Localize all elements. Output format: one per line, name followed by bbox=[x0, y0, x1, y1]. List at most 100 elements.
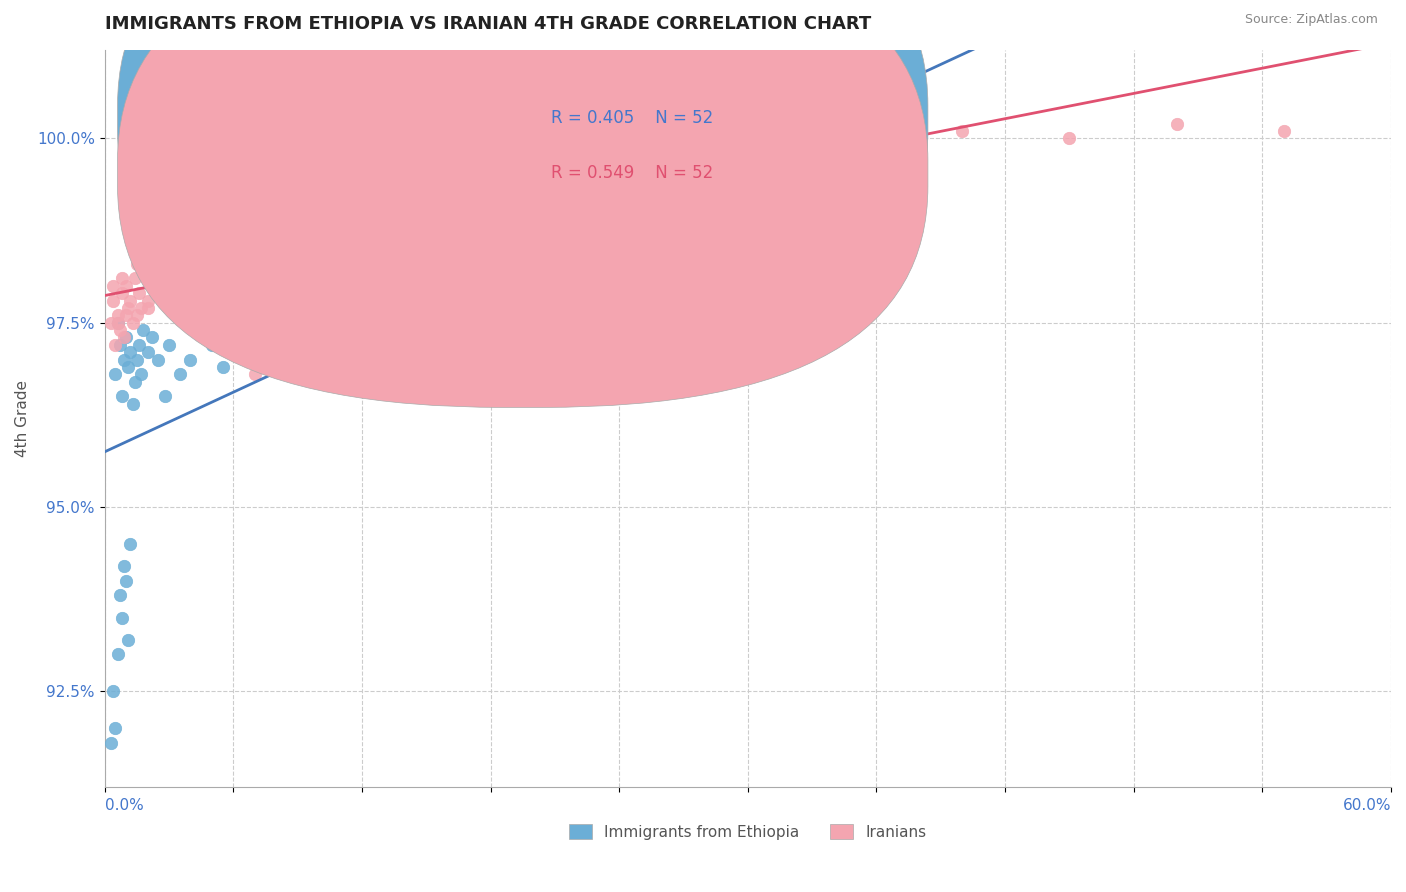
Point bbox=[630, 242, 652, 256]
Text: 60.0%: 60.0% bbox=[1343, 798, 1391, 814]
Point bbox=[136, 345, 159, 359]
Point bbox=[100, 736, 122, 750]
Point bbox=[141, 330, 163, 344]
Point bbox=[115, 330, 138, 344]
Point bbox=[287, 205, 309, 219]
Point bbox=[120, 345, 142, 359]
Point bbox=[844, 131, 866, 145]
Point bbox=[950, 124, 973, 138]
Point bbox=[179, 278, 201, 293]
Point bbox=[190, 249, 212, 263]
Text: IMMIGRANTS FROM ETHIOPIA VS IRANIAN 4TH GRADE CORRELATION CHART: IMMIGRANTS FROM ETHIOPIA VS IRANIAN 4TH … bbox=[104, 15, 870, 33]
Point bbox=[124, 375, 146, 389]
Point bbox=[565, 168, 588, 182]
Point bbox=[201, 264, 224, 278]
FancyBboxPatch shape bbox=[118, 0, 928, 408]
Point bbox=[104, 337, 127, 351]
Point bbox=[117, 301, 139, 315]
Point bbox=[121, 397, 143, 411]
Point bbox=[153, 286, 176, 301]
Point bbox=[111, 389, 134, 403]
Point bbox=[1166, 117, 1188, 131]
Point bbox=[169, 368, 191, 382]
Y-axis label: 4th Grade: 4th Grade bbox=[15, 380, 30, 457]
Point bbox=[522, 153, 544, 168]
Point bbox=[394, 271, 416, 285]
Point bbox=[104, 368, 127, 382]
Point bbox=[117, 632, 139, 647]
Point bbox=[125, 257, 148, 271]
Point bbox=[233, 330, 256, 344]
Point bbox=[100, 316, 122, 330]
Point bbox=[415, 286, 437, 301]
Text: 0.0%: 0.0% bbox=[104, 798, 143, 814]
Point bbox=[350, 308, 373, 322]
Point bbox=[129, 301, 152, 315]
Point bbox=[148, 264, 170, 278]
Point bbox=[479, 278, 502, 293]
Point bbox=[254, 337, 277, 351]
Point bbox=[108, 323, 131, 337]
Point bbox=[107, 648, 129, 662]
Point bbox=[120, 537, 142, 551]
Text: R = 0.405    N = 52: R = 0.405 N = 52 bbox=[551, 109, 713, 127]
Point bbox=[350, 205, 373, 219]
Point bbox=[115, 308, 138, 322]
Point bbox=[115, 574, 138, 588]
Point bbox=[112, 352, 135, 367]
Point bbox=[329, 278, 352, 293]
Point bbox=[124, 271, 146, 285]
Point bbox=[125, 352, 148, 367]
Point bbox=[111, 271, 134, 285]
FancyBboxPatch shape bbox=[484, 102, 793, 212]
Point bbox=[129, 368, 152, 382]
Point bbox=[128, 286, 150, 301]
Point bbox=[436, 168, 458, 182]
Point bbox=[157, 293, 180, 308]
Point bbox=[222, 345, 245, 359]
Point bbox=[373, 293, 395, 308]
Point bbox=[108, 589, 131, 603]
Point bbox=[1272, 124, 1295, 138]
Point bbox=[103, 684, 125, 698]
Point bbox=[111, 286, 134, 301]
Point bbox=[103, 278, 125, 293]
Point bbox=[153, 389, 176, 403]
Point bbox=[1059, 131, 1081, 145]
Point bbox=[243, 235, 266, 249]
Point bbox=[112, 330, 135, 344]
Point bbox=[630, 146, 652, 161]
Point bbox=[264, 219, 287, 234]
Point bbox=[243, 352, 266, 367]
Point bbox=[179, 352, 201, 367]
Point bbox=[132, 264, 155, 278]
Point bbox=[136, 301, 159, 315]
Point bbox=[436, 264, 458, 278]
Point bbox=[211, 359, 233, 374]
Point bbox=[264, 323, 287, 337]
Point bbox=[693, 264, 716, 278]
Point bbox=[737, 138, 759, 153]
Point bbox=[211, 242, 233, 256]
Point bbox=[111, 610, 134, 624]
Point bbox=[394, 176, 416, 190]
Point bbox=[107, 316, 129, 330]
Point bbox=[190, 316, 212, 330]
Point bbox=[117, 359, 139, 374]
Point bbox=[169, 257, 191, 271]
Point bbox=[222, 257, 245, 271]
Point bbox=[107, 316, 129, 330]
Point bbox=[112, 558, 135, 573]
Text: R = 0.549    N = 52: R = 0.549 N = 52 bbox=[551, 164, 713, 182]
Point bbox=[128, 337, 150, 351]
Point bbox=[121, 316, 143, 330]
Point bbox=[107, 308, 129, 322]
Point bbox=[148, 352, 170, 367]
Point bbox=[104, 721, 127, 735]
Point bbox=[141, 278, 163, 293]
Point bbox=[308, 316, 330, 330]
Text: Source: ZipAtlas.com: Source: ZipAtlas.com bbox=[1244, 13, 1378, 27]
FancyBboxPatch shape bbox=[118, 0, 928, 352]
Point bbox=[136, 293, 159, 308]
Point bbox=[103, 293, 125, 308]
